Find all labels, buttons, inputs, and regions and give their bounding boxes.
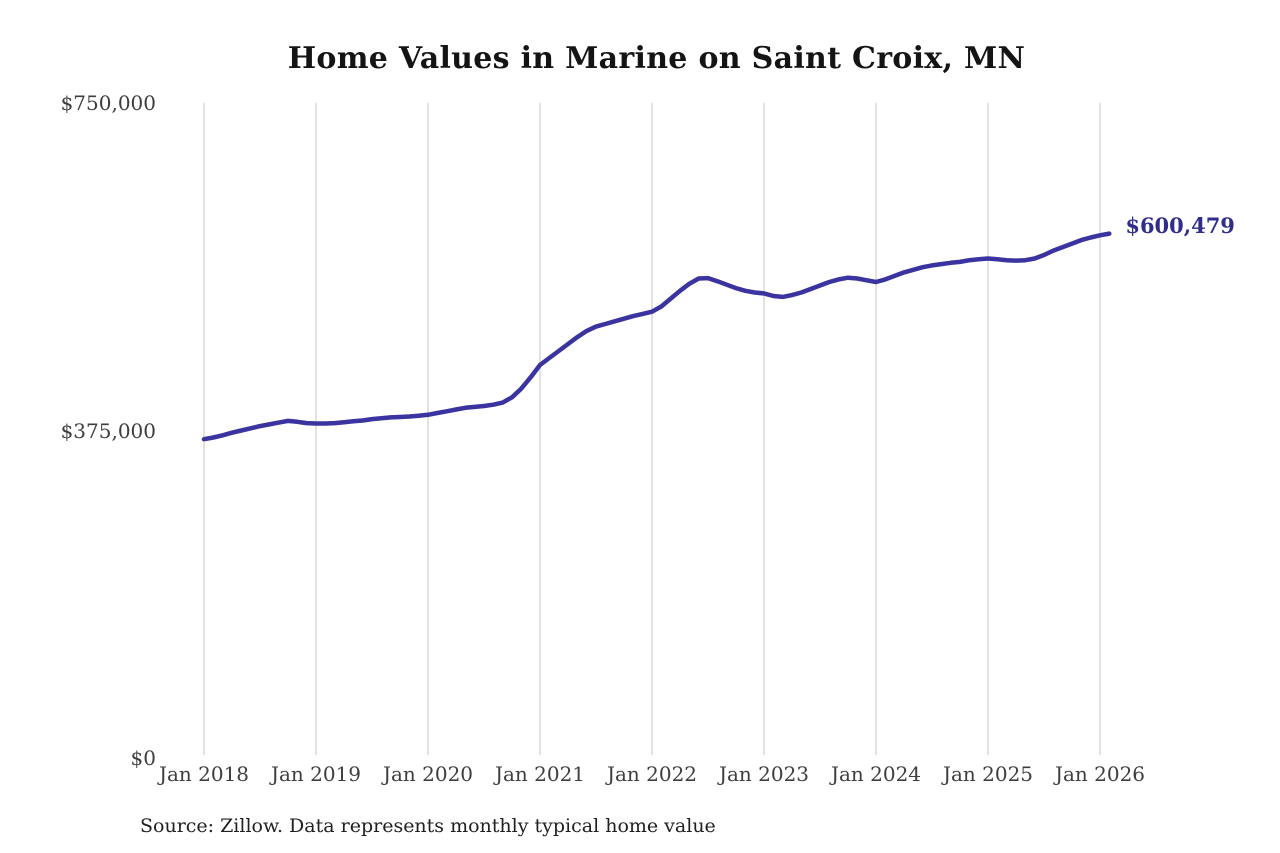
x-axis-tick-label: Jan 2024 xyxy=(830,762,922,786)
home-value-line xyxy=(201,231,1112,442)
source-note: Source: Zillow. Data represents monthly … xyxy=(140,815,716,837)
y-axis-tick-label: $375,000 xyxy=(60,418,156,443)
x-axis-tick-label: Jan 2019 xyxy=(270,762,362,786)
y-axis-tick-label: $0 xyxy=(130,746,156,770)
y-axis-tick-label: $750,000 xyxy=(60,91,156,115)
x-axis-tick-label: Jan 2026 xyxy=(1054,762,1146,786)
x-axis-tick-label: Jan 2020 xyxy=(382,762,474,786)
latest-value-label: $600,479 xyxy=(1125,212,1235,238)
x-axis-tick-label: Jan 2021 xyxy=(494,762,586,786)
x-axis-tick-label: Jan 2022 xyxy=(606,762,698,786)
chart-title: Home Values in Marine on Saint Croix, MN xyxy=(287,41,1026,76)
x-axis-tick-label: Jan 2018 xyxy=(158,762,250,786)
x-axis-tick-label: Jan 2025 xyxy=(942,762,1034,786)
x-axis-tick-label: Jan 2023 xyxy=(718,762,810,786)
